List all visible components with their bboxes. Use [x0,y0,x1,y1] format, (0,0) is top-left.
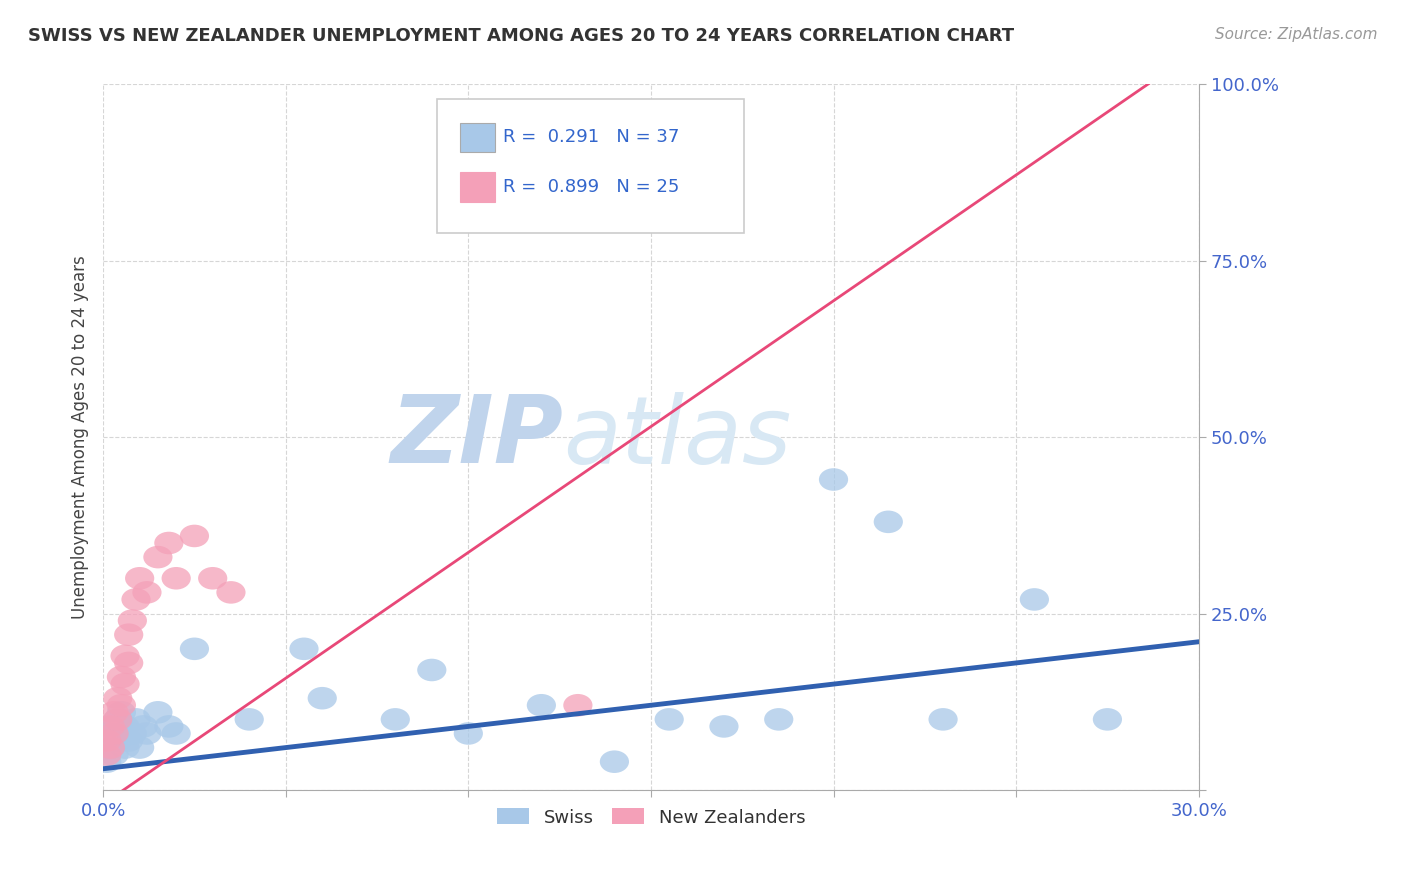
Ellipse shape [118,609,148,632]
Ellipse shape [103,730,132,752]
Ellipse shape [143,546,173,568]
Ellipse shape [107,694,136,716]
Ellipse shape [96,723,125,745]
Ellipse shape [180,638,209,660]
Ellipse shape [235,708,264,731]
Ellipse shape [111,673,139,696]
Ellipse shape [162,723,191,745]
Ellipse shape [198,567,228,590]
Ellipse shape [381,708,411,731]
Ellipse shape [132,723,162,745]
Ellipse shape [100,701,129,723]
Ellipse shape [527,694,555,716]
Ellipse shape [96,715,125,738]
Ellipse shape [155,532,183,554]
Ellipse shape [118,723,148,745]
Ellipse shape [1019,588,1049,611]
Ellipse shape [93,750,121,773]
Ellipse shape [290,638,319,660]
Ellipse shape [155,715,183,738]
Ellipse shape [100,723,129,745]
Text: R =  0.291   N = 37: R = 0.291 N = 37 [503,128,679,146]
Ellipse shape [162,567,191,590]
Ellipse shape [125,567,155,590]
Legend: Swiss, New Zealanders: Swiss, New Zealanders [489,801,813,834]
Text: R =  0.899   N = 25: R = 0.899 N = 25 [503,178,679,195]
Ellipse shape [125,736,155,759]
Ellipse shape [96,736,125,759]
Ellipse shape [114,624,143,646]
Ellipse shape [308,687,337,709]
Ellipse shape [132,581,162,604]
Ellipse shape [454,723,482,745]
Ellipse shape [217,581,246,604]
Ellipse shape [129,715,157,738]
Ellipse shape [111,736,139,759]
Ellipse shape [100,715,129,738]
Ellipse shape [103,708,132,731]
Ellipse shape [100,743,129,766]
Text: SWISS VS NEW ZEALANDER UNEMPLOYMENT AMONG AGES 20 TO 24 YEARS CORRELATION CHART: SWISS VS NEW ZEALANDER UNEMPLOYMENT AMON… [28,27,1014,45]
Ellipse shape [114,730,143,752]
Ellipse shape [107,701,136,723]
Ellipse shape [710,715,738,738]
Ellipse shape [114,652,143,674]
Ellipse shape [111,715,139,738]
Ellipse shape [928,708,957,731]
Ellipse shape [600,750,628,773]
Ellipse shape [1092,708,1122,731]
Ellipse shape [107,723,136,745]
Ellipse shape [121,588,150,611]
Text: Source: ZipAtlas.com: Source: ZipAtlas.com [1215,27,1378,42]
Ellipse shape [103,708,132,731]
Ellipse shape [180,524,209,547]
Ellipse shape [655,708,683,731]
Ellipse shape [107,665,136,689]
Ellipse shape [763,708,793,731]
FancyBboxPatch shape [460,122,495,153]
Ellipse shape [96,736,125,759]
FancyBboxPatch shape [437,98,744,233]
Ellipse shape [111,645,139,667]
FancyBboxPatch shape [460,172,495,202]
Text: atlas: atlas [564,392,792,483]
Ellipse shape [873,510,903,533]
Text: ZIP: ZIP [391,392,564,483]
Ellipse shape [418,658,447,681]
Ellipse shape [121,708,150,731]
Ellipse shape [93,743,121,766]
Y-axis label: Unemployment Among Ages 20 to 24 years: Unemployment Among Ages 20 to 24 years [72,255,89,619]
Ellipse shape [103,687,132,709]
Ellipse shape [93,730,121,752]
Ellipse shape [818,468,848,491]
Ellipse shape [143,701,173,723]
Ellipse shape [564,694,592,716]
